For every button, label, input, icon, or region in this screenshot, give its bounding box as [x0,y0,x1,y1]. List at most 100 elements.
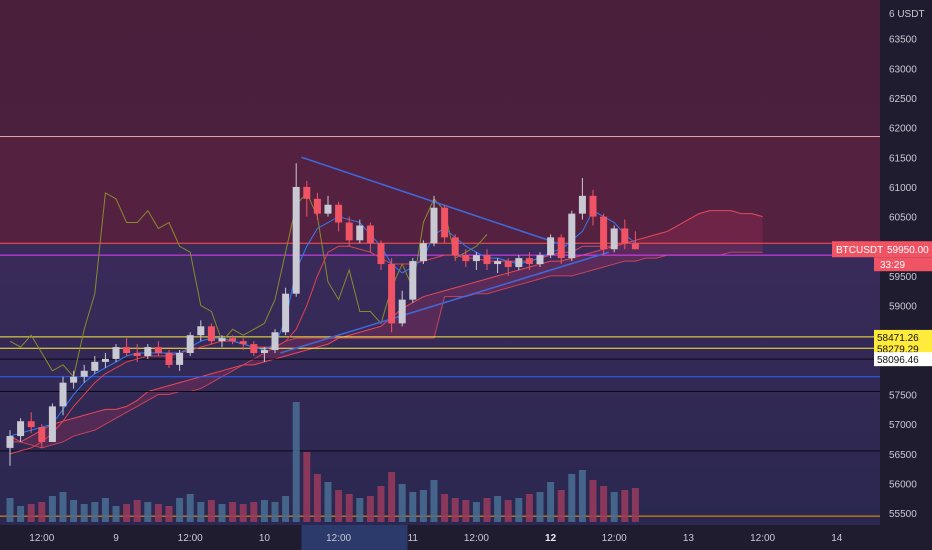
candle-body[interactable] [631,243,639,250]
candle-body[interactable] [568,213,576,259]
candle-body[interactable] [239,341,247,345]
price-tag-text: 58096.46 [877,355,919,366]
price-axis[interactable]: 6 USDT 63500 63000 62500 62000 61500 61000 605… [889,9,925,520]
candle-body[interactable] [589,195,597,217]
candle-body[interactable] [409,261,417,300]
volume-bar [398,484,406,522]
candle-body[interactable] [59,382,67,407]
candle-body[interactable] [578,195,586,214]
volume-bar [38,502,46,522]
volume-bar [218,504,226,522]
candle-body[interactable] [536,255,544,265]
candle-body[interactable] [207,326,215,342]
candle-body[interactable] [112,347,120,359]
candle-body[interactable] [483,255,491,265]
price-tag[interactable]: 58096.46 [874,352,932,367]
candle-body[interactable] [218,338,226,342]
candle-body[interactable] [451,237,459,256]
volume-bar [282,496,290,522]
price-axis-unit: 6 USDT [889,9,925,20]
volume-bar [388,472,396,522]
price-tag[interactable]: 58279.29 [874,341,932,356]
candle-body[interactable] [250,344,258,354]
candle-body[interactable] [144,347,152,356]
candle-body[interactable] [547,237,555,256]
last-price-value: 59950.00 [887,245,929,256]
candle-body[interactable] [27,421,35,428]
time-tick-label: 14 [831,533,843,544]
volume-bar [472,502,480,522]
volume-bar [239,504,247,522]
candle-body[interactable] [176,353,184,365]
volume-bar [250,502,258,522]
volume-bar [536,492,544,522]
candle-body[interactable] [398,299,406,324]
candle-body[interactable] [38,427,46,442]
volume-bar [451,498,459,522]
candle-body[interactable] [419,243,427,262]
time-tick-label: 12:00 [29,533,54,544]
candle-body[interactable] [600,216,608,250]
price-tag[interactable]: 58471.26 [874,329,932,344]
candle-body[interactable] [154,347,162,354]
candle-body[interactable] [366,225,374,244]
candle-body[interactable] [356,225,364,241]
candle-body[interactable] [260,350,268,354]
price-tick-label: 55500 [889,509,917,520]
volume-bar [154,504,162,522]
volume-bar [335,490,343,522]
volume-bar [568,474,576,522]
candle-body[interactable] [271,332,279,351]
candle-body[interactable] [557,237,565,259]
time-tick-label: 10 [259,533,271,544]
time-axis[interactable]: 12:00 9 12:00 10 12:00 11 12:00 12 12:00 13 12:00 1… [29,533,843,544]
volume-bar [441,494,449,522]
candle-body[interactable] [610,228,618,250]
candle-body[interactable] [123,347,131,354]
candle-body[interactable] [504,261,512,268]
candle-body[interactable] [6,436,14,448]
candle-body[interactable] [303,186,311,199]
trendline[interactable] [280,251,610,354]
candle-body[interactable] [48,406,56,442]
candle-body[interactable] [70,376,78,383]
price-tick-label: 57500 [889,391,917,402]
candle-body[interactable] [430,207,438,244]
candle-body[interactable] [335,204,343,223]
candle-body[interactable] [462,255,470,262]
candle-body[interactable] [313,198,321,214]
volume-bar [525,494,533,522]
last-price-tag[interactable]: BTCUSDT 59950.00 33:29 [832,241,932,272]
candle-body[interactable] [197,326,205,336]
candle-body[interactable] [17,421,25,437]
candle-body[interactable] [324,204,332,214]
candle-body[interactable] [292,186,300,294]
candle-body[interactable] [494,261,502,265]
candle-body[interactable] [345,222,353,241]
background-zones [0,136,880,550]
candle-body[interactable] [101,358,109,362]
candle-body[interactable] [91,361,99,371]
volume-bar [504,500,512,522]
countdown-text: 33:29 [880,260,905,271]
candle-body[interactable] [80,370,88,377]
candle-body[interactable] [472,255,480,262]
candle-body[interactable] [377,243,385,265]
candle-body[interactable] [282,293,290,333]
last-price-bg [832,241,932,258]
last-price-symbol: BTCUSDT [836,245,883,256]
candle-body[interactable] [186,335,194,354]
price-tick-label: 56000 [889,479,917,490]
candle-body[interactable] [621,228,629,244]
candle-body[interactable] [165,353,173,365]
candle-body[interactable] [441,207,449,238]
candle-body[interactable] [229,338,237,342]
candle-body[interactable] [388,264,396,324]
candle-body[interactable] [133,353,141,356]
volume-bar [430,480,438,522]
candle-body[interactable] [525,258,533,265]
price-tick-label: 59500 [889,272,917,283]
candle-body[interactable] [515,258,523,268]
